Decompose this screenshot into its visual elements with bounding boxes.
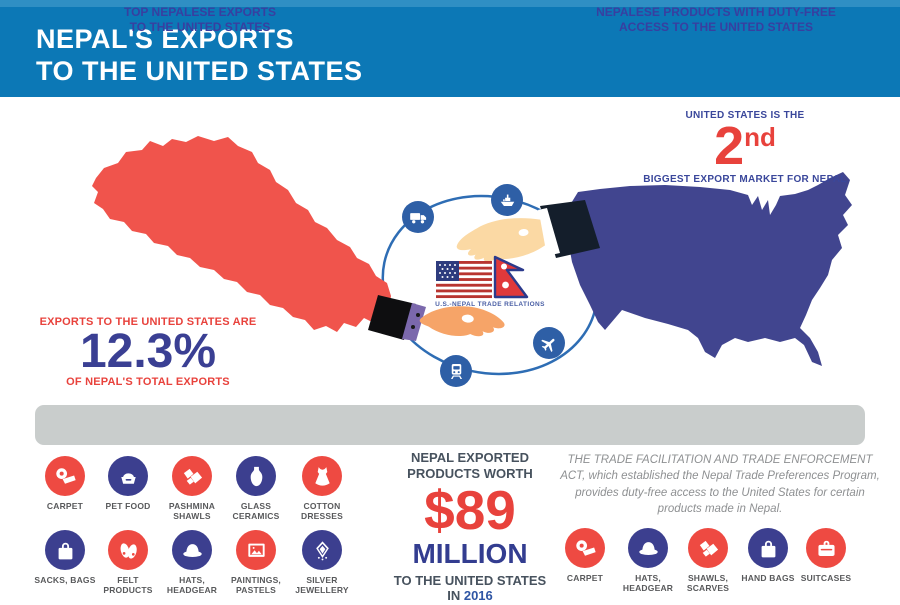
exported-value-intro: NEPAL EXPORTED PRODUCTS WORTH <box>407 450 533 481</box>
us-rank-caption: BIGGEST EXPORT MARKET FOR NEPAL <box>643 174 847 186</box>
hat-icon <box>172 530 212 570</box>
product-item: CARPET <box>29 456 101 511</box>
carpet-icon <box>45 456 85 496</box>
product-item: PET FOOD <box>92 456 164 511</box>
glass-ceramics-icon <box>236 456 276 496</box>
silver-jewellery-icon <box>302 530 342 570</box>
product-item: COTTON DRESSES <box>286 456 358 521</box>
product-item: HAND BAGS <box>732 528 804 583</box>
sack-bag-icon <box>45 530 85 570</box>
us-flag <box>436 261 492 299</box>
duty-free-heading: NEPALESE PRODUCTS WITH DUTY-FREE ACCESS … <box>596 5 836 34</box>
felt-products-icon <box>108 530 148 570</box>
product-label: HATS, HEADGEAR <box>166 575 218 596</box>
product-label: GLASS CERAMICS <box>232 501 280 522</box>
section-bar <box>35 405 865 445</box>
cotton-dress-icon <box>302 456 342 496</box>
year-value: 2016 <box>463 588 493 604</box>
product-label: COTTON DRESSES <box>300 501 344 522</box>
product-item: CARPET <box>549 528 621 583</box>
trade-relations-caption: U.S.-NEPAL TRADE RELATIONS <box>435 301 545 308</box>
us-hand <box>456 218 546 262</box>
pashmina-shawl-icon <box>172 456 212 496</box>
product-label: SACKS, BAGS <box>34 575 96 585</box>
train-icon <box>440 355 472 387</box>
export-share-caption: OF NEPAL'S TOTAL EXPORTS <box>66 376 230 388</box>
product-label: CARPET <box>566 573 604 583</box>
nepal-flag <box>493 255 529 299</box>
product-item: HATS, HEADGEAR <box>156 530 228 595</box>
shawl-scarf-icon <box>688 528 728 568</box>
page-title-line1: NEPAL'S EXPORTS <box>36 24 294 54</box>
product-label: SILVER JEWELLERY <box>295 575 349 596</box>
header-banner: NEPAL'S EXPORTS TO THE UNITED STATES <box>0 0 900 97</box>
product-item: SUITCASES <box>790 528 862 583</box>
us-rank-intro: UNITED STATES IS THE <box>685 110 805 121</box>
painting-icon <box>236 530 276 570</box>
product-label: PAINTINGS, PASTELS <box>230 575 281 596</box>
product-label: PET FOOD <box>105 501 151 511</box>
product-item: SILVER JEWELLERY <box>286 530 358 595</box>
product-item: PAINTINGS, PASTELS <box>220 530 292 595</box>
export-share-intro: EXPORTS TO THE UNITED STATES ARE <box>39 316 257 328</box>
top-exports-heading: TOP NEPALESE EXPORTS TO THE UNITED STATE… <box>123 5 277 34</box>
product-label: CARPET <box>46 501 84 511</box>
carpet-icon <box>565 528 605 568</box>
export-share-block: EXPORTS TO THE UNITED STATES ARE 12.3% O… <box>38 316 258 388</box>
us-map <box>568 172 852 366</box>
duty-free-description: THE TRADE FACILITATION AND TRADE ENFORCE… <box>560 454 880 515</box>
cargo-ship-icon <box>491 184 523 216</box>
export-share-value: 12.3% <box>79 325 217 378</box>
nepal-arm <box>368 295 426 341</box>
product-item: SACKS, BAGS <box>29 530 101 585</box>
page-title-line2: TO THE UNITED STATES <box>36 55 363 86</box>
product-item: HATS, HEADGEAR <box>612 528 684 593</box>
product-label: FELT PRODUCTS <box>103 575 153 596</box>
airplane-icon <box>533 327 565 359</box>
hat-icon <box>628 528 668 568</box>
exported-value-block: NEPAL EXPORTED PRODUCTS WORTH $89 MILLIO… <box>389 450 551 605</box>
product-item: FELT PRODUCTS <box>92 530 164 595</box>
us-rank-number: 2nd <box>714 116 776 176</box>
product-label: HAND BAGS <box>741 573 795 583</box>
us-rank-block: UNITED STATES IS THE 2nd BIGGEST EXPORT … <box>640 110 850 185</box>
suitcase-icon <box>806 528 846 568</box>
nepal-hand <box>419 306 505 337</box>
exported-value-destination: TO THE UNITED STATES <box>393 572 547 588</box>
exported-value-amount: $89 <box>424 478 516 541</box>
nepal-map <box>92 136 393 332</box>
truck-icon <box>402 201 434 233</box>
product-label: SUITCASES <box>800 573 852 583</box>
us-rank-suffix: nd <box>744 122 776 152</box>
product-item: GLASS CERAMICS <box>220 456 292 521</box>
product-item: SHAWLS, SCARVES <box>672 528 744 593</box>
product-label: HATS, HEADGEAR <box>622 573 674 594</box>
product-item: PASHMINA SHAWLS <box>156 456 228 521</box>
us-arm <box>538 200 600 258</box>
product-label: PASHMINA SHAWLS <box>168 501 216 522</box>
exported-value-unit: MILLION <box>412 537 528 569</box>
exported-value-year: IN 2016 <box>447 588 493 604</box>
hand-bag-icon <box>748 528 788 568</box>
product-label: SHAWLS, SCARVES <box>686 573 730 594</box>
page-title: NEPAL'S EXPORTS TO THE UNITED STATES <box>36 24 363 87</box>
pet-food-icon <box>108 456 148 496</box>
